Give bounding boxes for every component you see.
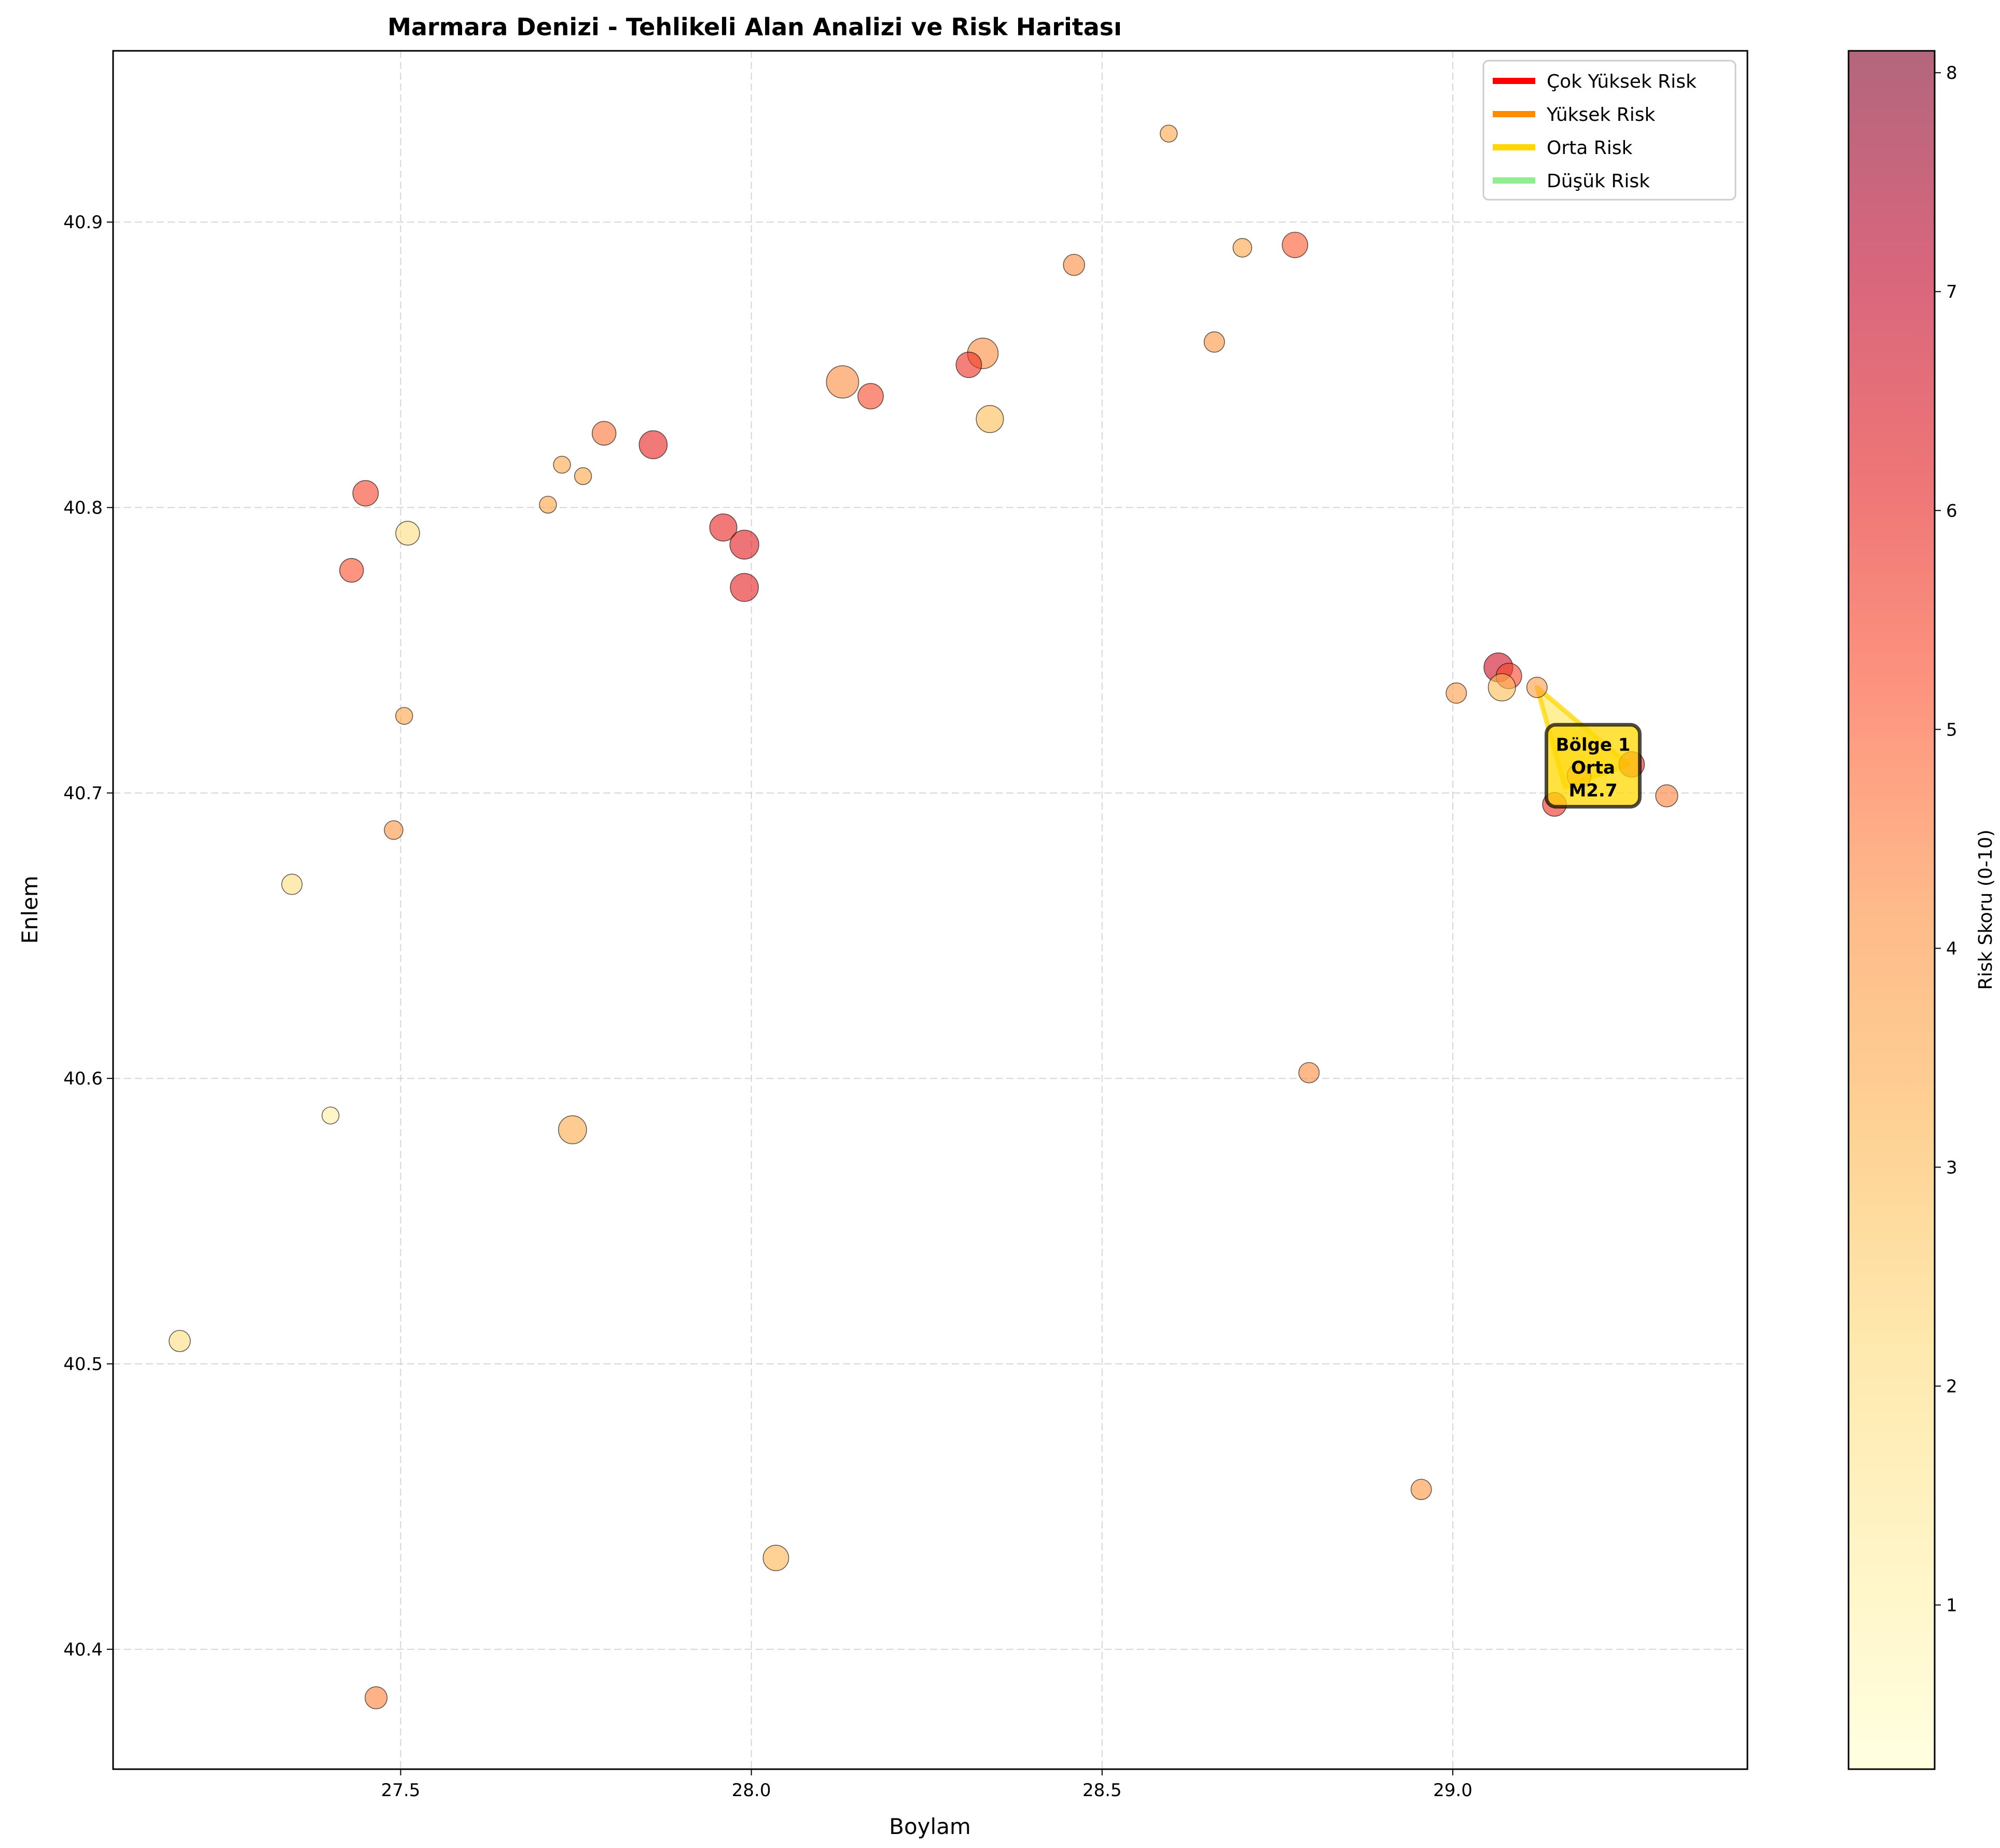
data-point [384, 820, 404, 840]
data-point [322, 1106, 340, 1124]
data-point [1655, 784, 1678, 808]
y-axis-label: Enlem [17, 876, 43, 944]
legend-label: Düşük Risk [1547, 171, 1650, 192]
data-point [1203, 331, 1225, 353]
data-point [591, 421, 617, 446]
colorbar-tick-label: 1 [1946, 1595, 1957, 1616]
data-point [730, 573, 759, 602]
data-point [352, 480, 379, 507]
y-tick-label: 40.6 [63, 1068, 103, 1089]
data-point [709, 513, 738, 542]
colorbar-frame [1848, 50, 1936, 1770]
data-point [1282, 231, 1309, 258]
colorbar-ticks: 1 2 3 4 5 6 7 8 [1935, 63, 1957, 1616]
colorbar: 1 2 3 4 5 6 7 8 Risk Skoru (0-10) [1848, 50, 1996, 1770]
data-point [826, 365, 859, 399]
x-tick-label: 28.0 [732, 1780, 771, 1801]
data-point [1488, 673, 1516, 702]
plot-area [113, 51, 1747, 1769]
colorbar-label: Risk Skoru (0-10) [1975, 829, 1996, 990]
legend-label: Çok Yüksek Risk [1547, 71, 1697, 92]
data-point [1446, 682, 1467, 704]
grid [113, 51, 1747, 1769]
data-point [395, 707, 413, 725]
legend-label: Orta Risk [1547, 137, 1633, 159]
chart-title: Marmara Denizi - Tehlikeli Alan Analizi … [387, 13, 1122, 41]
data-point [1232, 238, 1253, 258]
y-axis-ticks: 40.4 40.5 40.6 40.7 40.8 40.9 [63, 212, 113, 1660]
zone-label-line: Bölge 1 [1556, 734, 1631, 755]
data-point [638, 430, 668, 460]
y-tick-label: 40.5 [63, 1354, 103, 1375]
data-point [1160, 124, 1178, 143]
data-point [281, 873, 303, 895]
data-point [729, 530, 759, 560]
legend-label: Yüksek Risk [1546, 104, 1655, 126]
x-tick-label: 29.0 [1433, 1780, 1473, 1801]
y-tick-label: 40.4 [63, 1639, 103, 1660]
data-point [1410, 1479, 1432, 1500]
data-point [1526, 676, 1548, 698]
colorbar-tick-label: 5 [1946, 719, 1957, 740]
data-point [553, 455, 571, 474]
data-point [395, 521, 420, 546]
y-tick-label: 40.8 [63, 498, 103, 519]
legend-items: Çok Yüksek Risk Yüksek Risk Orta Risk Düşük… [1493, 71, 1697, 192]
zone-label-box [1544, 722, 1642, 809]
x-tick-label: 27.5 [381, 1780, 421, 1801]
legend-box [1482, 60, 1737, 201]
legend: Çok Yüksek Risk Yüksek Risk Orta Risk Düşük… [1482, 60, 1737, 201]
x-tick-label: 28.5 [1082, 1780, 1122, 1801]
data-point [574, 467, 592, 485]
plot-frame [112, 50, 1748, 1770]
zone-label-line: M2.7 [1568, 780, 1617, 801]
colorbar-tick-label: 8 [1946, 63, 1957, 84]
colorbar-fill [1849, 51, 1935, 1769]
x-axis-label: Boylam [889, 1814, 971, 1839]
data-point [169, 1330, 191, 1352]
colorbar-tick-label: 3 [1946, 1157, 1957, 1178]
colorbar-tick-label: 4 [1946, 938, 1957, 959]
colorbar-tick-label: 6 [1946, 501, 1957, 521]
data-point [857, 383, 884, 410]
data-point [1063, 254, 1086, 276]
data-points [169, 124, 1678, 1710]
data-point [539, 495, 557, 514]
colorbar-tick-label: 7 [1946, 282, 1957, 302]
x-axis-ticks: 27.5 28.0 28.5 29.0 [381, 1769, 1473, 1801]
data-point [365, 1686, 388, 1710]
y-tick-label: 40.9 [63, 212, 103, 233]
data-point [339, 558, 364, 583]
data-point [976, 405, 1004, 433]
data-point [762, 1545, 789, 1572]
colorbar-tick-label: 2 [1946, 1376, 1957, 1397]
data-point [955, 351, 982, 378]
data-point [558, 1115, 587, 1145]
data-point [1298, 1062, 1320, 1083]
y-tick-label: 40.7 [63, 783, 103, 804]
zone-label-line: Orta [1571, 757, 1615, 778]
